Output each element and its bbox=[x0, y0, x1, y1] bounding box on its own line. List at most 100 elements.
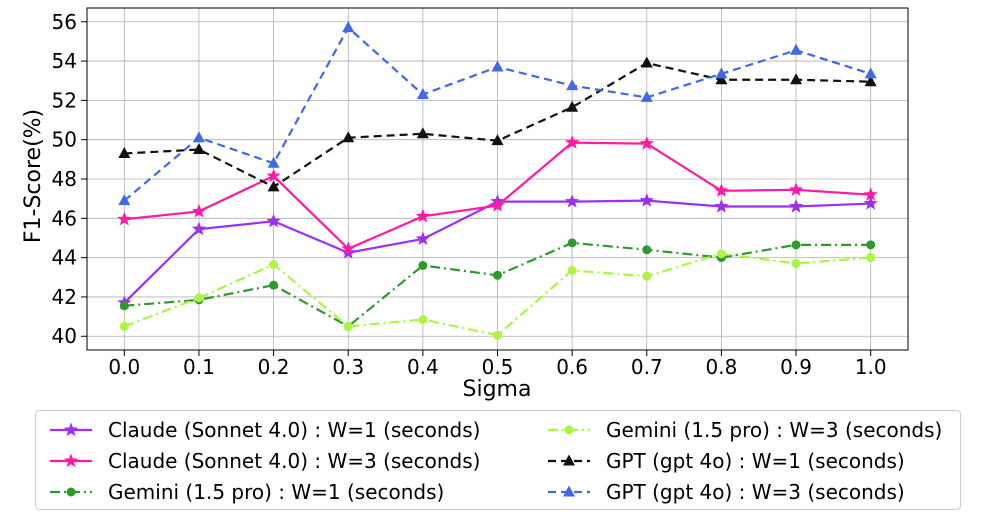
data-point bbox=[118, 146, 131, 158]
chart: 0.0 0.1 0.2 0.3 0.4 0.5 0.6 0.7 0.8 0.9 1.0 40 42 44 4… bbox=[21, 7, 909, 402]
legend-swatch bbox=[548, 425, 590, 435]
legend-item: Claude (Sonnet 4.0) : W=1 (seconds) bbox=[48, 418, 480, 442]
data-point bbox=[490, 198, 505, 212]
legend-label: Claude (Sonnet 4.0) : W=1 (seconds) bbox=[108, 418, 481, 442]
legend-label: Claude (Sonnet 4.0) : W=3 (seconds) bbox=[108, 449, 481, 473]
data-point bbox=[415, 208, 430, 223]
y-tick-label: 48 bbox=[52, 167, 77, 191]
data-point bbox=[416, 127, 429, 139]
x-tick-label: 0.9 bbox=[780, 355, 812, 379]
data-point bbox=[342, 131, 355, 143]
axis-ticks: 0.0 0.1 0.2 0.3 0.4 0.5 0.6 0.7 0.8 0.9 1.0 40 42 44 4… bbox=[52, 10, 887, 379]
data-point bbox=[788, 199, 804, 213]
data-point bbox=[863, 196, 878, 210]
legend-swatch bbox=[50, 422, 92, 437]
data-point bbox=[493, 270, 502, 280]
data-point bbox=[267, 180, 280, 192]
data-point bbox=[418, 260, 428, 270]
x-tick-label: 0.6 bbox=[556, 355, 588, 379]
data-point bbox=[642, 245, 652, 255]
data-point bbox=[269, 280, 279, 290]
legend-label: Gemini (1.5 pro) : W=1 (seconds) bbox=[108, 480, 445, 504]
data-point bbox=[642, 271, 652, 281]
data-point bbox=[863, 187, 878, 201]
data-point bbox=[565, 194, 580, 208]
data-point bbox=[790, 73, 803, 85]
x-axis-label: Sigma bbox=[463, 377, 532, 402]
data-point bbox=[117, 211, 132, 226]
data-point bbox=[864, 67, 877, 79]
y-tick-label: 52 bbox=[52, 88, 77, 112]
data-point bbox=[567, 265, 577, 275]
data-point bbox=[715, 67, 728, 79]
data-point bbox=[343, 321, 353, 331]
legend-label: Gemini (1.5 pro) : W=3 (seconds) bbox=[606, 418, 943, 442]
y-tick-label: 44 bbox=[52, 246, 77, 270]
data-point bbox=[639, 136, 654, 150]
data-point bbox=[866, 240, 876, 250]
legend-swatch-marker bbox=[63, 453, 79, 468]
data-point bbox=[192, 143, 205, 155]
legend-swatch-marker bbox=[66, 487, 76, 497]
data-point bbox=[418, 315, 428, 325]
data-point bbox=[715, 73, 728, 85]
x-tick-label: 0.8 bbox=[706, 355, 738, 379]
x-tick-label: 1.0 bbox=[855, 355, 887, 379]
x-tick-label: 0.7 bbox=[631, 355, 663, 379]
legend-label: GPT (gpt 4o) : W=3 (seconds) bbox=[606, 480, 905, 504]
data-point bbox=[119, 301, 129, 311]
data-point bbox=[191, 221, 207, 236]
data-point bbox=[118, 194, 131, 206]
x-tick-label: 0.5 bbox=[482, 355, 514, 379]
legend-item: Gemini (1.5 pro) : W=1 (seconds) bbox=[48, 480, 444, 504]
data-point bbox=[192, 131, 205, 143]
legend-swatch bbox=[548, 454, 590, 466]
legend-item: Gemini (1.5 pro) : W=3 (seconds) bbox=[546, 418, 942, 442]
data-point bbox=[266, 168, 281, 183]
data-point bbox=[566, 100, 579, 112]
data-point bbox=[415, 231, 430, 246]
data-point bbox=[194, 293, 204, 303]
data-point bbox=[791, 240, 801, 250]
legend-swatch bbox=[548, 485, 590, 497]
data-point bbox=[119, 321, 129, 331]
series-4 bbox=[119, 249, 876, 340]
data-point bbox=[266, 213, 281, 228]
data-point bbox=[866, 253, 876, 263]
data-point bbox=[269, 260, 279, 269]
data-point bbox=[639, 193, 654, 207]
y-axis-label: F1-Score(%) bbox=[21, 109, 46, 243]
data-point bbox=[864, 75, 877, 87]
legend-swatch-marker bbox=[63, 422, 79, 437]
y-tick-label: 56 bbox=[52, 10, 77, 34]
legend-item: GPT (gpt 4o) : W=3 (seconds) bbox=[546, 480, 905, 504]
legend-swatch bbox=[50, 453, 92, 468]
y-tick-label: 42 bbox=[52, 285, 77, 309]
data-point bbox=[714, 199, 729, 213]
legend: Claude (Sonnet 4.0) : W=1 (seconds) Claud… bbox=[35, 410, 961, 510]
data-point bbox=[791, 259, 801, 269]
data-point bbox=[341, 241, 356, 255]
data-point bbox=[491, 60, 504, 72]
legend-item: GPT (gpt 4o) : W=1 (seconds) bbox=[546, 449, 905, 473]
data-point bbox=[716, 249, 726, 259]
data-point bbox=[491, 134, 504, 146]
x-tick-label: 0.3 bbox=[332, 355, 364, 379]
y-tick-label: 54 bbox=[52, 49, 77, 73]
series-3 bbox=[119, 238, 876, 331]
series-2 bbox=[117, 135, 878, 255]
data-point bbox=[191, 203, 207, 218]
legend-swatch-marker bbox=[563, 485, 575, 497]
data-point bbox=[567, 238, 577, 248]
data-point bbox=[566, 79, 579, 91]
data-point bbox=[788, 182, 804, 196]
series-layer bbox=[117, 21, 878, 340]
data-point bbox=[267, 156, 280, 168]
series-6 bbox=[118, 21, 877, 206]
legend-item: Claude (Sonnet 4.0) : W=3 (seconds) bbox=[48, 449, 480, 473]
legend-swatch-marker bbox=[564, 425, 574, 435]
data-point bbox=[640, 56, 653, 68]
y-tick-label: 50 bbox=[52, 128, 77, 152]
data-point bbox=[416, 87, 429, 99]
x-tick-label: 0.1 bbox=[183, 355, 215, 379]
